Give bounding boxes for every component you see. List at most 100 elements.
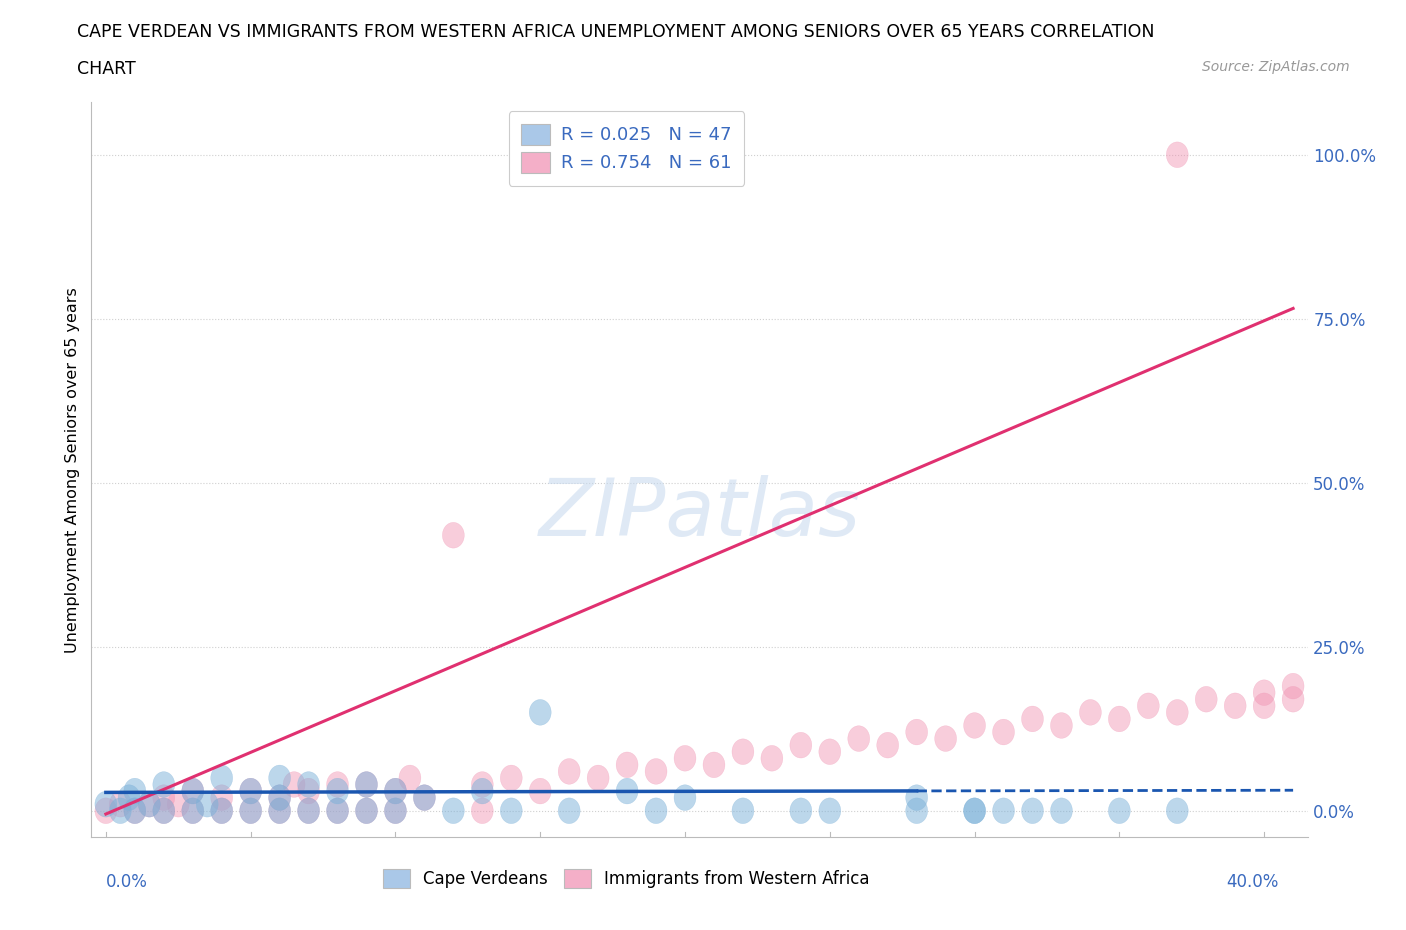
Ellipse shape [298, 772, 319, 797]
Ellipse shape [283, 772, 305, 797]
Text: Source: ZipAtlas.com: Source: ZipAtlas.com [1202, 60, 1350, 74]
Ellipse shape [963, 798, 986, 824]
Ellipse shape [848, 725, 870, 751]
Ellipse shape [211, 785, 232, 811]
Text: ZIPatlas: ZIPatlas [538, 474, 860, 552]
Ellipse shape [181, 798, 204, 824]
Ellipse shape [673, 746, 696, 771]
Ellipse shape [471, 772, 494, 797]
Ellipse shape [501, 798, 522, 824]
Ellipse shape [616, 752, 638, 777]
Text: CHART: CHART [77, 60, 136, 78]
Ellipse shape [818, 798, 841, 824]
Ellipse shape [645, 759, 666, 784]
Ellipse shape [413, 785, 436, 811]
Text: 0.0%: 0.0% [105, 873, 148, 891]
Ellipse shape [905, 798, 928, 824]
Ellipse shape [239, 798, 262, 824]
Ellipse shape [558, 798, 581, 824]
Ellipse shape [138, 791, 160, 817]
Ellipse shape [443, 523, 464, 548]
Ellipse shape [326, 798, 349, 824]
Ellipse shape [197, 791, 218, 817]
Ellipse shape [993, 719, 1015, 745]
Ellipse shape [558, 759, 581, 784]
Ellipse shape [211, 798, 232, 824]
Ellipse shape [1050, 712, 1073, 738]
Ellipse shape [443, 798, 464, 824]
Ellipse shape [356, 798, 377, 824]
Ellipse shape [384, 798, 406, 824]
Ellipse shape [181, 798, 204, 824]
Ellipse shape [298, 798, 319, 824]
Ellipse shape [96, 798, 117, 824]
Ellipse shape [124, 798, 146, 824]
Ellipse shape [963, 712, 986, 738]
Ellipse shape [673, 785, 696, 811]
Ellipse shape [1253, 680, 1275, 706]
Ellipse shape [1137, 693, 1160, 719]
Ellipse shape [501, 765, 522, 790]
Ellipse shape [1167, 699, 1188, 725]
Ellipse shape [761, 746, 783, 771]
Ellipse shape [733, 738, 754, 764]
Ellipse shape [616, 778, 638, 804]
Ellipse shape [1108, 706, 1130, 732]
Ellipse shape [1050, 798, 1073, 824]
Ellipse shape [413, 785, 436, 811]
Ellipse shape [124, 798, 146, 824]
Ellipse shape [963, 798, 986, 824]
Ellipse shape [356, 772, 377, 797]
Ellipse shape [1253, 693, 1275, 719]
Ellipse shape [877, 732, 898, 758]
Ellipse shape [1167, 798, 1188, 824]
Ellipse shape [211, 798, 232, 824]
Ellipse shape [993, 798, 1015, 824]
Ellipse shape [1022, 798, 1043, 824]
Ellipse shape [298, 798, 319, 824]
Text: CAPE VERDEAN VS IMMIGRANTS FROM WESTERN AFRICA UNEMPLOYMENT AMONG SENIORS OVER 6: CAPE VERDEAN VS IMMIGRANTS FROM WESTERN … [77, 23, 1154, 41]
Ellipse shape [905, 785, 928, 811]
Ellipse shape [326, 778, 349, 804]
Ellipse shape [110, 798, 131, 824]
Ellipse shape [1167, 142, 1188, 167]
Ellipse shape [384, 778, 406, 804]
Ellipse shape [1108, 798, 1130, 824]
Text: 40.0%: 40.0% [1226, 873, 1278, 891]
Ellipse shape [935, 725, 956, 751]
Ellipse shape [471, 798, 494, 824]
Ellipse shape [153, 798, 174, 824]
Ellipse shape [645, 798, 666, 824]
Ellipse shape [110, 791, 131, 817]
Ellipse shape [905, 719, 928, 745]
Ellipse shape [384, 798, 406, 824]
Ellipse shape [167, 791, 190, 817]
Ellipse shape [1225, 693, 1246, 719]
Ellipse shape [153, 785, 174, 811]
Ellipse shape [239, 778, 262, 804]
Ellipse shape [118, 785, 141, 811]
Ellipse shape [818, 738, 841, 764]
Ellipse shape [588, 765, 609, 790]
Ellipse shape [153, 798, 174, 824]
Ellipse shape [790, 798, 811, 824]
Ellipse shape [733, 798, 754, 824]
Ellipse shape [1080, 699, 1101, 725]
Ellipse shape [703, 752, 725, 777]
Ellipse shape [269, 765, 291, 790]
Ellipse shape [1022, 706, 1043, 732]
Ellipse shape [298, 778, 319, 804]
Ellipse shape [138, 791, 160, 817]
Ellipse shape [239, 778, 262, 804]
Ellipse shape [239, 798, 262, 824]
Ellipse shape [269, 785, 291, 811]
Ellipse shape [1282, 686, 1303, 712]
Ellipse shape [269, 785, 291, 811]
Ellipse shape [399, 765, 420, 790]
Ellipse shape [1282, 673, 1303, 699]
Ellipse shape [384, 778, 406, 804]
Legend: Cape Verdeans, Immigrants from Western Africa: Cape Verdeans, Immigrants from Western A… [377, 862, 876, 895]
Ellipse shape [211, 765, 232, 790]
Ellipse shape [356, 798, 377, 824]
Ellipse shape [181, 778, 204, 804]
